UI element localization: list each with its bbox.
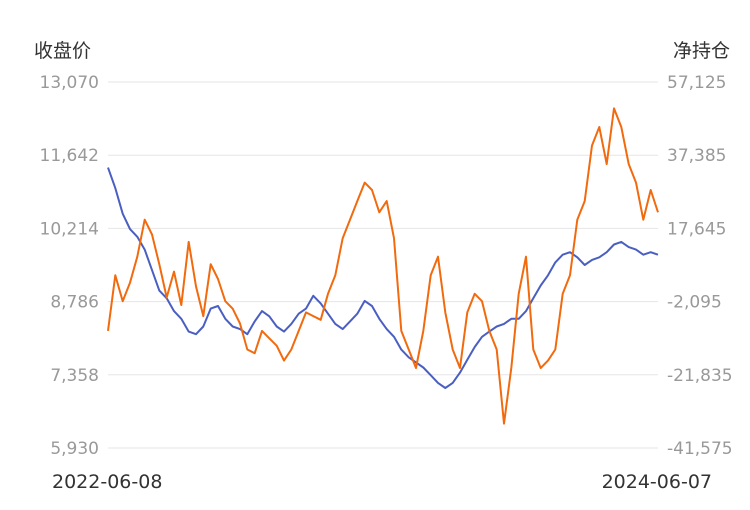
close-price-line (107, 167, 659, 389)
x-axis-start-date: 2022-06-08 (52, 471, 162, 493)
right-axis-ticks: 57,125 37,385 17,645 -2,095 -21,835 -41,575 (667, 73, 733, 459)
series-lines (107, 107, 659, 425)
right-tick-label: -21,835 (667, 366, 733, 386)
left-tick-label: 5,930 (50, 439, 99, 459)
right-tick-label: -41,575 (667, 439, 733, 459)
x-axis-end-date: 2024-06-07 (602, 471, 712, 493)
gridlines (108, 81, 658, 449)
left-axis-title: 收盘价 (34, 40, 92, 62)
left-tick-label: 8,786 (50, 293, 99, 313)
left-tick-label: 7,358 (50, 366, 99, 386)
net-position-line (107, 107, 659, 425)
right-tick-label: 17,645 (667, 219, 726, 239)
left-tick-label: 13,070 (40, 73, 99, 93)
right-tick-label: 37,385 (667, 146, 726, 166)
left-axis-ticks: 13,070 11,642 10,214 8,786 7,358 5,930 (40, 73, 99, 459)
left-tick-label: 10,214 (40, 219, 99, 239)
right-tick-label: -2,095 (667, 293, 722, 313)
right-tick-label: 57,125 (667, 73, 726, 93)
left-tick-label: 11,642 (40, 146, 99, 166)
right-axis-title: 净持仓 (672, 40, 730, 62)
